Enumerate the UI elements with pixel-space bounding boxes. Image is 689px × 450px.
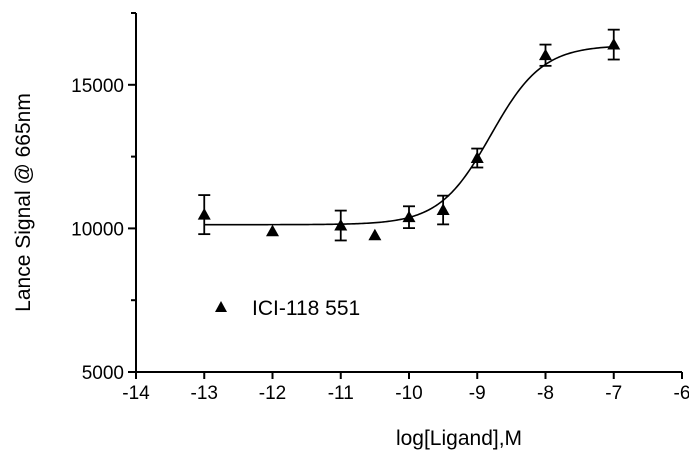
data-point-triangle [266, 224, 279, 237]
axes: -14 -13 -12 -11 -10 -9 -8 -7 -6 5000 10000 15000 [71, 12, 689, 404]
x-tick-label: -13 [191, 383, 218, 404]
x-tick-label: -10 [395, 383, 422, 404]
data-point-triangle [436, 203, 450, 215]
x-tick-label: -11 [328, 383, 354, 404]
x-axis-title: log[Ligand],M [396, 427, 522, 450]
data-point-triangle [402, 210, 416, 223]
y-axis-title: Lance Signal @ 665nm [12, 93, 35, 312]
fit-curve-layer [204, 45, 614, 226]
data-point-triangle [197, 208, 211, 220]
data-point-triangle [607, 37, 621, 50]
legend: ICI-118 551 [215, 297, 360, 320]
x-tick-label: -7 [605, 383, 622, 404]
x-tick-label: -12 [259, 383, 286, 404]
y-tick-label: 15000 [71, 76, 124, 97]
legend-label: ICI-118 551 [252, 297, 360, 320]
data-point-triangle [334, 218, 348, 231]
x-tick-label: -8 [537, 383, 554, 404]
x-tick-label: -6 [674, 383, 689, 404]
x-tick-label: -14 [122, 383, 150, 404]
y-tick-label: 5000 [82, 363, 124, 384]
data-point-triangle [368, 228, 382, 241]
data-point-triangle [470, 151, 484, 163]
legend-marker-triangle-icon [215, 301, 227, 312]
data-point-triangle [539, 48, 552, 61]
fit-curve-line [204, 45, 614, 226]
x-tick-label: -9 [469, 383, 486, 404]
data-points-layer [197, 28, 621, 242]
y-tick-label: 10000 [71, 219, 124, 240]
